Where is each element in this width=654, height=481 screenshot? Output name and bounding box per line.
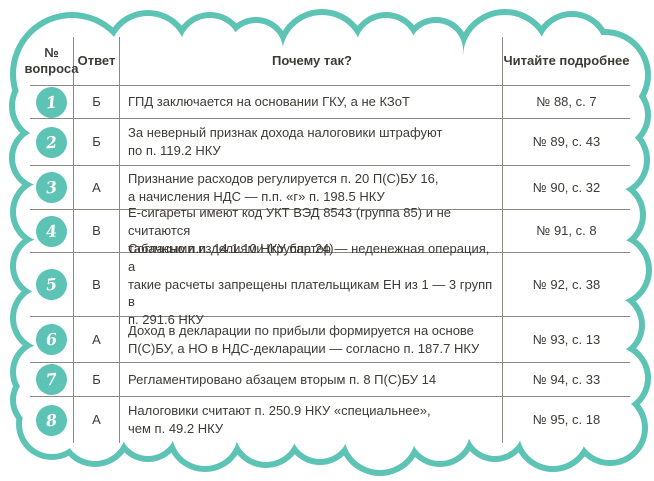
read-more-cell: № 91, с. 8 [536,223,597,239]
why-cell: ГПД заключается на основании ГКУ, а не К… [120,86,503,118]
question-number-cell: 4 [30,210,74,252]
table-header-row: № вопроса Ответ Почему так? Читайте подр… [25,37,630,86]
answer-cell: В [74,253,120,316]
table-row: 7 Б Регламентировано абзацем вторым п. 8… [30,362,630,397]
why-cell: Е-сигареты имеют код УКТ ВЭД 8543 (групп… [120,205,503,256]
read-more-cell: № 95, с. 18 [532,412,601,428]
question-number-cell: 8 [30,397,74,443]
question-number-cell: 1 [30,84,74,120]
read-more-cell: № 94, с. 33 [532,371,601,387]
read-more-cell: № 89, с. 43 [532,134,601,150]
answers-table: № вопроса Ответ Почему так? Читайте подр… [25,37,630,443]
why-cell: За неверный признак дохода налоговики шт… [120,119,503,165]
table-row: 1 Б ГПД заключается на основании ГКУ, а … [30,84,630,120]
table-row: 8 А Налоговики считают п. 250.9 НКУ «спе… [30,397,630,443]
header-why: Почему так? [120,37,503,85]
table-row: 2 Б За неверный признак дохода налоговик… [30,119,630,166]
read-more-cell: № 93, с. 13 [532,331,601,347]
question-number-cell: 3 [30,166,74,209]
why-cell: Признание расходов регулируется п. 20 П(… [120,166,503,209]
question-number-cell: 5 [30,253,74,316]
answer-cell: Б [74,119,120,165]
why-cell: Согласно п.п. 14.1.10 НКУ бартер — неден… [120,241,503,327]
question-number-badge: 7 [34,362,69,397]
read-more-cell: № 92, с. 38 [532,276,601,292]
question-number-badge: 2 [34,124,69,160]
table-row: 6 А Доход в декларации по прибыли формир… [30,317,630,363]
header-read-more: Читайте подробнее [503,53,630,69]
read-more-cell: № 88, с. 7 [536,94,597,110]
answer-cell: А [74,397,120,443]
header-answer: Ответ [74,37,120,85]
why-cell: Доход в декларации по прибыли формируетс… [120,317,503,362]
question-number-badge: 4 [34,213,69,249]
header-question-no: № вопроса [25,37,78,85]
question-number-cell: 6 [30,317,74,362]
why-cell: Налоговики считают п. 250.9 НКУ «специал… [120,397,503,443]
answer-cell: Б [74,86,120,118]
question-number-badge: 8 [34,402,69,438]
question-number-badge: 3 [34,170,69,205]
question-number-cell: 2 [30,119,74,165]
question-number-badge: 5 [34,267,69,302]
question-number-badge: 6 [34,322,69,357]
answer-cell: А [74,166,120,209]
table-row: 4 В Е-сигареты имеют код УКТ ВЭД 8543 (г… [30,205,630,256]
question-number-cell: 7 [30,362,74,397]
read-more-cell: № 90, с. 32 [532,179,601,195]
table-row: 3 А Признание расходов регулируется п. 2… [30,166,630,210]
answer-cell: В [74,210,120,252]
question-number-badge: 1 [34,84,69,120]
why-cell: Регламентировано абзацем вторым п. 8 П(С… [120,363,503,396]
table-row: 5 В Согласно п.п. 14.1.10 НКУ бартер — н… [30,241,630,327]
answer-cell: Б [74,363,120,396]
answer-cell: А [74,317,120,362]
